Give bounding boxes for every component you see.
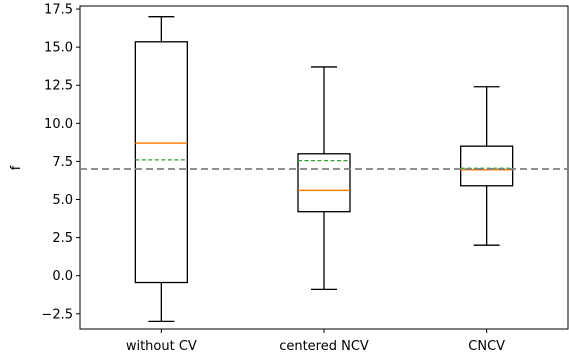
- x-tick-label: centered NCV: [279, 339, 369, 354]
- y-tick-label: 2.5: [52, 231, 73, 246]
- y-tick-label: 7.5: [52, 155, 73, 170]
- boxes-layer: [134, 16, 514, 323]
- x-tick-label: CNCV: [468, 339, 505, 354]
- y-tick-label: 5.0: [52, 193, 73, 208]
- x-axis: without CV centered NCV CNCV: [126, 329, 505, 354]
- iqr-box: [460, 145, 514, 187]
- y-tick-label: 17.5: [44, 3, 73, 18]
- y-axis-label: f: [9, 165, 24, 170]
- iqr-box: [134, 41, 188, 284]
- x-tick-label: without CV: [126, 339, 197, 354]
- y-axis: −2.5 0.0 2.5 5.0 7.5 10.0 12.5 15.0 17.5: [41, 3, 80, 322]
- y-tick-label: 12.5: [44, 79, 73, 94]
- box-group: [297, 66, 351, 291]
- y-tick-label: 10.0: [44, 117, 73, 132]
- y-tick-label: 0.0: [52, 269, 73, 284]
- iqr-box: [297, 153, 351, 213]
- box-group: [460, 86, 514, 246]
- y-tick-label: −2.5: [41, 307, 73, 322]
- box-group: [134, 16, 188, 323]
- y-tick-label: 15.0: [44, 41, 73, 56]
